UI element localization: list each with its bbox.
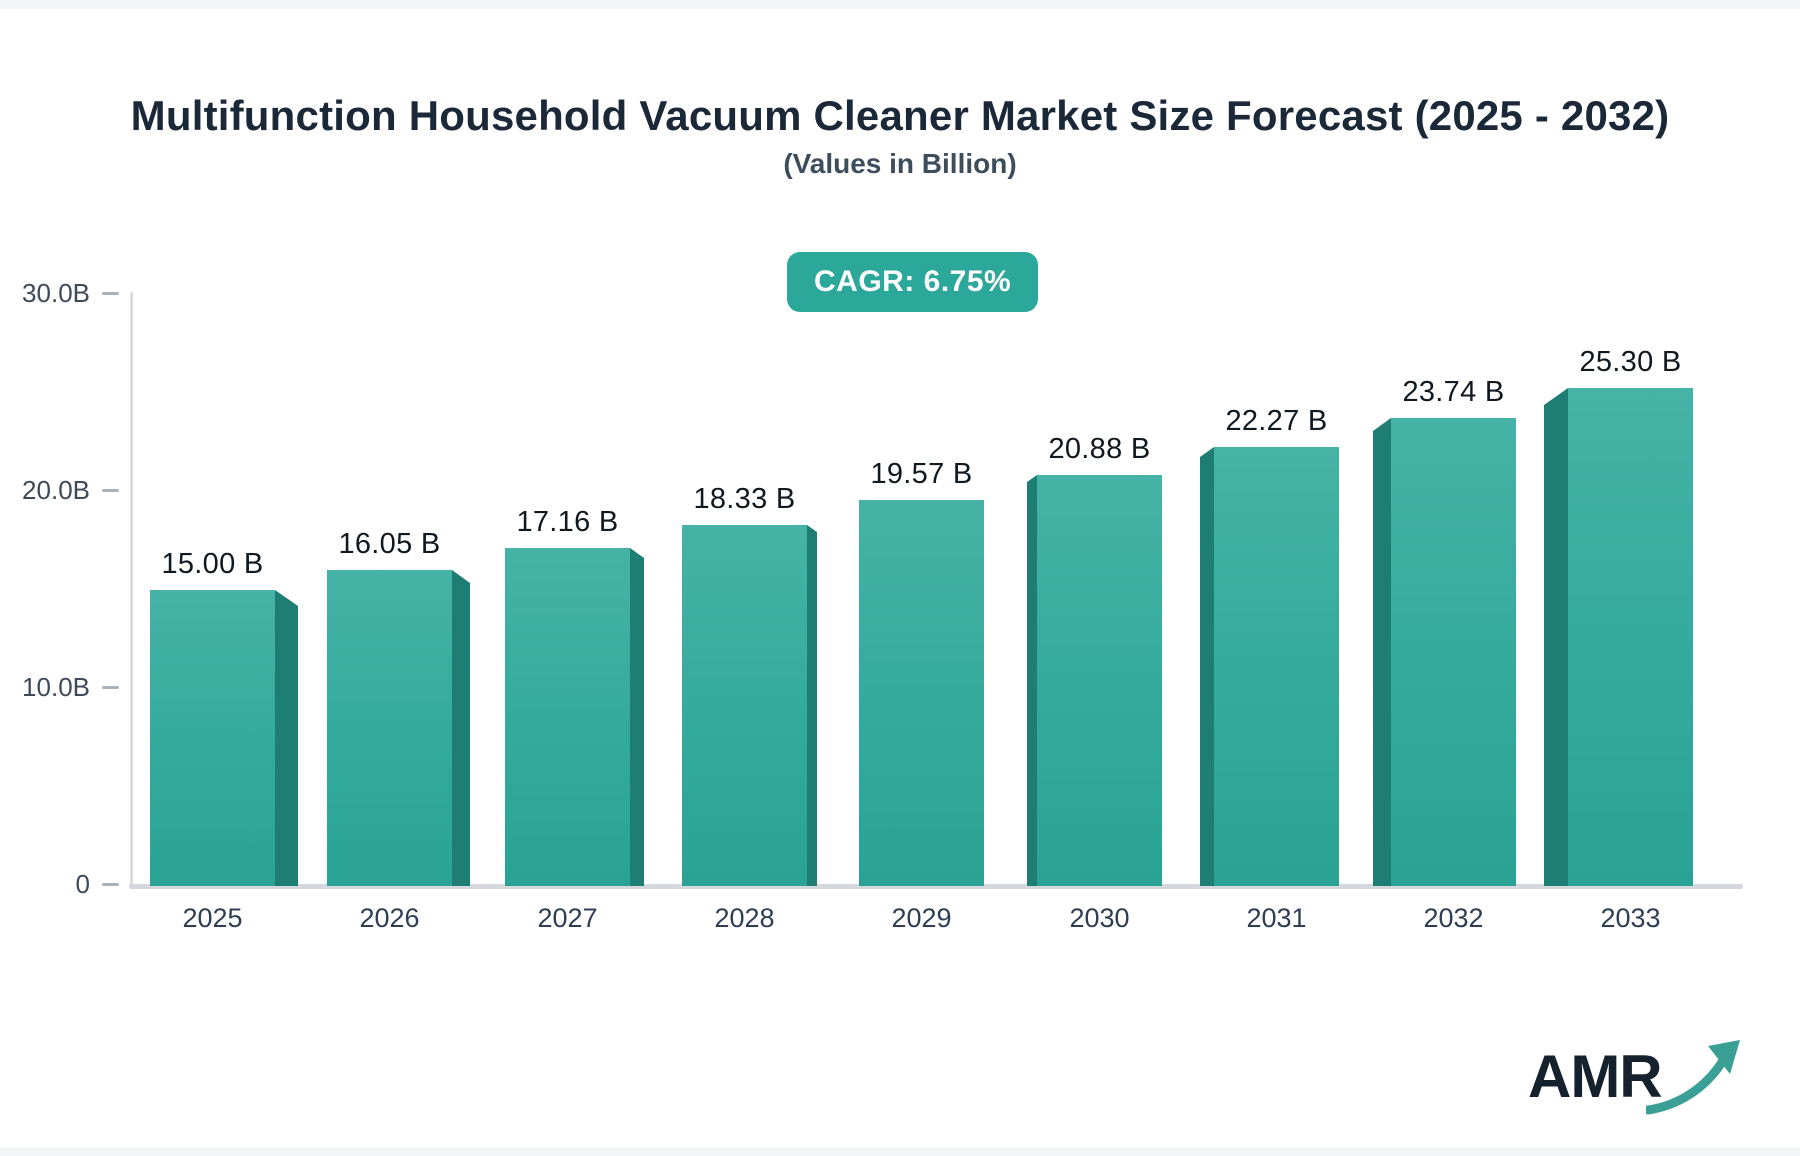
y-tick-label: 20.0B: [22, 475, 90, 505]
x-axis-label: 2033: [1600, 903, 1661, 933]
bar-side-face: [275, 590, 298, 886]
amr-logo-text: AMR: [1528, 1043, 1663, 1110]
bar-2026: [327, 570, 452, 886]
bar-2031: [1214, 447, 1339, 886]
bar-value-label: 15.00 B: [161, 548, 264, 580]
x-axis-label: 2031: [1246, 903, 1307, 933]
y-tick-mark: [102, 489, 119, 492]
x-axis-label: 2025: [182, 903, 243, 933]
bottom-edge-strip: [0, 1147, 1800, 1156]
bar-side-face: [1544, 388, 1568, 886]
bar-side-face: [807, 525, 817, 886]
bar-2028: [682, 525, 807, 886]
bar-value-label: 19.57 B: [870, 458, 973, 490]
y-tick-mark: [102, 686, 119, 689]
cagr-badge-label: CAGR: 6.75%: [814, 265, 1012, 298]
y-tick-label: 30.0B: [22, 278, 90, 308]
bar-2025: [150, 590, 275, 886]
bar-2027: [505, 548, 630, 886]
bar-value-label: 17.16 B: [516, 506, 619, 538]
y-tick-label: 0: [75, 869, 90, 899]
y-tick-label: 10.0B: [22, 672, 90, 702]
bar-2032: [1391, 418, 1516, 886]
y-tick-mark: [102, 292, 119, 295]
bar-2029: [859, 500, 984, 886]
x-axis-line: [129, 884, 1743, 889]
bar-value-label: 25.30 B: [1579, 346, 1682, 378]
cagr-badge: CAGR: 6.75%: [787, 252, 1039, 312]
bar-value-label: 22.27 B: [1225, 405, 1328, 437]
chart-title: Multifunction Household Vacuum Cleaner M…: [130, 92, 1670, 139]
bar-value-label: 16.05 B: [338, 528, 441, 560]
amr-logo: AMR: [1528, 1032, 1758, 1132]
bar-value-label: 18.33 B: [693, 483, 796, 515]
x-axis-label: 2026: [359, 903, 420, 933]
bar-2030: [1037, 475, 1162, 886]
x-axis-label: 2029: [891, 903, 952, 933]
x-axis-label: 2030: [1069, 903, 1130, 933]
bar-side-face: [630, 548, 644, 886]
bar-side-face: [1200, 447, 1214, 886]
top-edge-strip: [0, 0, 1800, 9]
y-axis-line: [130, 292, 133, 886]
bar-side-face: [452, 570, 470, 886]
x-axis-label: 2028: [714, 903, 775, 933]
bar-2033: [1568, 388, 1693, 886]
bar-side-face: [1027, 475, 1037, 886]
x-axis-label: 2027: [537, 903, 598, 933]
bar-value-label: 20.88 B: [1048, 433, 1151, 465]
chart-subtitle: (Values in Billion): [783, 148, 1017, 179]
x-axis-label: 2032: [1423, 903, 1484, 933]
bar-side-face: [1373, 418, 1391, 886]
bar-value-label: 23.74 B: [1402, 376, 1505, 408]
growth-arrow-icon: [1643, 1034, 1746, 1121]
y-tick-mark: [102, 883, 119, 886]
